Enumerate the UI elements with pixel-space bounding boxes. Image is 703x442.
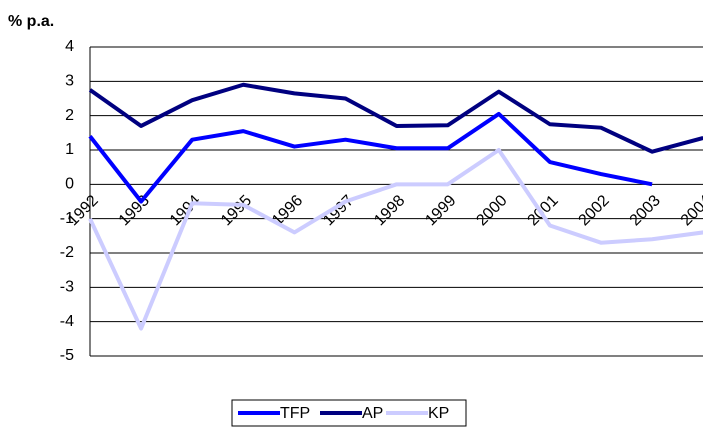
x-tick-label: 2002 [576, 192, 613, 229]
y-tick-label: -1 [60, 210, 74, 227]
legend-label: TFP [280, 405, 310, 422]
x-tick-label: 1999 [422, 192, 459, 229]
chart-title: % p.a. [8, 13, 54, 30]
x-tick-label: 1995 [218, 192, 255, 229]
x-tick-label: 2004 [678, 192, 703, 229]
y-tick-label: 0 [65, 176, 74, 193]
y-tick-label: 1 [65, 141, 74, 158]
legend-label: KP [428, 405, 449, 422]
x-tick-label: 2000 [473, 192, 510, 229]
y-tick-label: -4 [60, 313, 74, 330]
x-tick-label: 1992 [65, 192, 102, 229]
line-series [88, 148, 703, 331]
y-tick-label: -2 [60, 244, 74, 261]
line-series [88, 82, 703, 154]
y-tick-label: 2 [65, 107, 74, 124]
y-tick-label: -5 [60, 347, 74, 364]
line-series [88, 111, 653, 204]
x-tick-label: 2003 [627, 192, 664, 229]
y-tick-label: 3 [65, 73, 74, 90]
y-tick-label: 4 [65, 38, 74, 55]
x-tick-label: 1998 [371, 192, 408, 229]
x-tick-label: 1993 [116, 192, 153, 229]
legend-label: AP [362, 405, 383, 422]
y-tick-label: -3 [60, 279, 74, 296]
